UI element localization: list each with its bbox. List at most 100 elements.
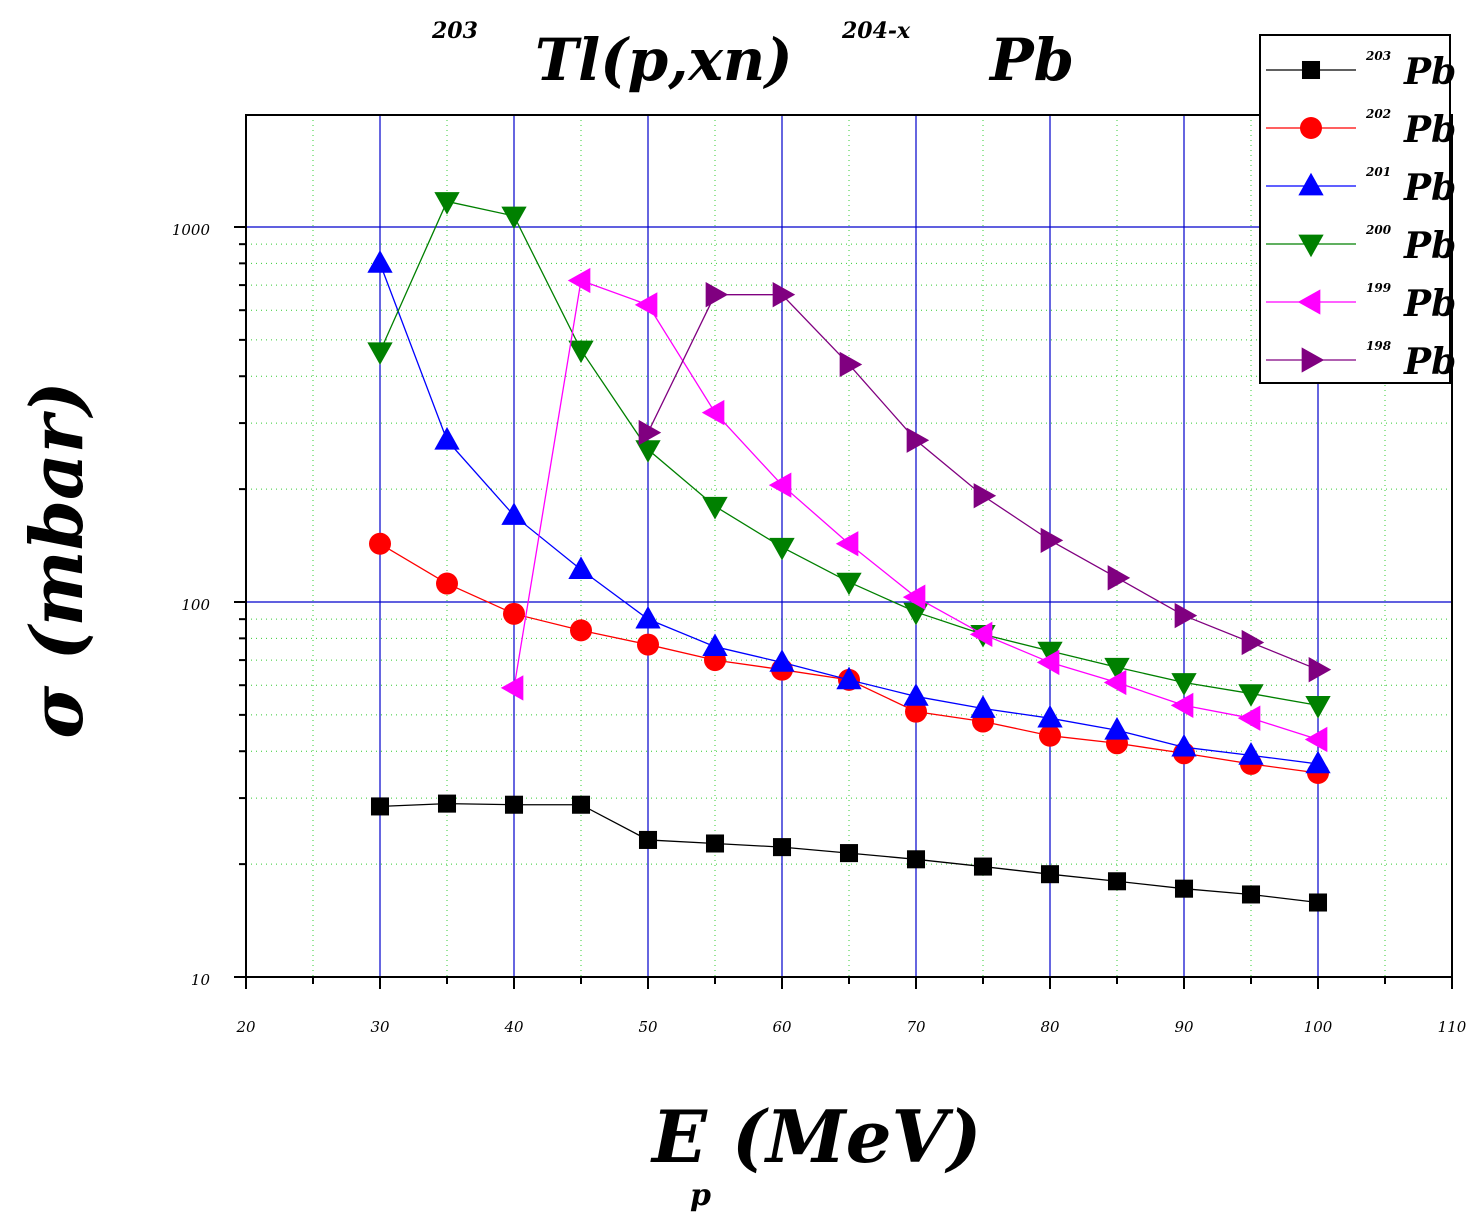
data-point bbox=[1037, 704, 1063, 728]
title-superscript-1: 203 bbox=[431, 18, 478, 44]
legend-entry-203: 203 Pb bbox=[1266, 49, 1456, 93]
title-superscript-2: 204-x bbox=[841, 18, 911, 44]
data-point bbox=[970, 695, 996, 718]
x-tick-label: 110 bbox=[1438, 1018, 1467, 1036]
title-main-2: Pb bbox=[988, 26, 1074, 94]
x-tick-label: 50 bbox=[638, 1018, 658, 1036]
x-tick-label: 40 bbox=[503, 1018, 524, 1036]
data-point bbox=[1241, 885, 1261, 904]
y-tick-label: 10 bbox=[191, 971, 211, 989]
legend-element-label: Pb bbox=[1403, 341, 1456, 383]
legend-element-label: Pb bbox=[1403, 167, 1456, 209]
data-point bbox=[702, 496, 728, 520]
data-point bbox=[567, 267, 591, 294]
data-point bbox=[769, 649, 795, 672]
data-point bbox=[1040, 527, 1064, 554]
data-point bbox=[504, 795, 524, 814]
series-203-pb bbox=[370, 794, 1328, 912]
legend-element-label: Pb bbox=[1403, 109, 1456, 151]
legend-entry-202: 202 Pb bbox=[1266, 107, 1456, 151]
data-point bbox=[1104, 657, 1130, 681]
data-point bbox=[568, 556, 594, 579]
data-point bbox=[705, 834, 725, 853]
x-axis-title: E (MeV) p bbox=[650, 1094, 981, 1213]
data-point bbox=[367, 342, 393, 365]
data-point bbox=[1107, 872, 1127, 891]
legend-mass-label: 202 bbox=[1365, 107, 1391, 121]
y-tick-label: 100 bbox=[181, 596, 210, 614]
data-point bbox=[436, 572, 458, 595]
y-axis-title-text: σ (mbar) bbox=[14, 381, 99, 738]
data-point bbox=[973, 483, 997, 509]
data-point bbox=[836, 572, 862, 596]
legend-entry-198: 198 Pb bbox=[1266, 339, 1456, 383]
data-point bbox=[367, 250, 393, 273]
legend-mass-label: 200 bbox=[1365, 223, 1392, 237]
legend-mass-label: 198 bbox=[1366, 339, 1392, 353]
data-point bbox=[903, 602, 929, 626]
data-point bbox=[835, 531, 859, 557]
data-point bbox=[637, 633, 659, 656]
data-point bbox=[501, 502, 527, 525]
y-tick-labels: 10 100 1000 bbox=[172, 221, 211, 989]
chart-title: 203 Tl(p,xn) 204-x Pb bbox=[431, 18, 1074, 94]
series-199-pb bbox=[500, 267, 1328, 753]
x-tick-labels: 20 30 40 50 60 70 80 90 100 110 bbox=[235, 1018, 1466, 1036]
legend-marker bbox=[1301, 347, 1325, 373]
data-point bbox=[1305, 696, 1331, 719]
data-point bbox=[370, 797, 390, 816]
data-point bbox=[1103, 669, 1127, 696]
y-tick-label: 1000 bbox=[172, 221, 211, 239]
legend-marker bbox=[1298, 234, 1324, 258]
data-point bbox=[906, 427, 930, 453]
data-point bbox=[635, 440, 661, 463]
data-point bbox=[1037, 641, 1063, 665]
data-point bbox=[1170, 692, 1194, 719]
data-point bbox=[638, 830, 658, 849]
x-axis-title-subscript: p bbox=[690, 1178, 711, 1213]
legend-element-label: Pb bbox=[1403, 225, 1456, 267]
data-point bbox=[905, 700, 927, 723]
data-point bbox=[772, 838, 792, 857]
x-tick-label: 100 bbox=[1304, 1018, 1333, 1036]
data-point bbox=[1237, 705, 1261, 731]
data-point bbox=[434, 192, 460, 215]
legend-entry-199: 199 Pb bbox=[1266, 281, 1456, 325]
data-point bbox=[705, 282, 729, 308]
legend-mass-label: 199 bbox=[1366, 281, 1392, 295]
series-201-pb bbox=[367, 250, 1331, 774]
data-point bbox=[1107, 565, 1131, 591]
data-point bbox=[839, 844, 859, 863]
data-point bbox=[1241, 629, 1265, 656]
data-point bbox=[701, 399, 725, 426]
series-198-pb bbox=[638, 282, 1332, 683]
data-point bbox=[369, 532, 391, 555]
data-point bbox=[1036, 649, 1060, 676]
data-point bbox=[969, 621, 993, 647]
title-main-1: Tl(p,xn) bbox=[535, 26, 793, 94]
data-point bbox=[1308, 893, 1328, 912]
data-point bbox=[500, 675, 524, 701]
data-point bbox=[634, 292, 658, 318]
data-point bbox=[973, 857, 993, 876]
data-point bbox=[769, 537, 795, 561]
data-point bbox=[1104, 717, 1130, 740]
x-tick-label: 20 bbox=[235, 1018, 256, 1036]
data-point bbox=[1305, 750, 1331, 774]
x-tick-label: 30 bbox=[370, 1018, 390, 1036]
data-point bbox=[635, 605, 661, 629]
legend: 203 Pb 202 Pb 201 Pb 200 Pb 199 Pb 198 Pb bbox=[1259, 34, 1456, 384]
data-point bbox=[906, 850, 926, 869]
data-point bbox=[1039, 724, 1061, 747]
legend-marker bbox=[1297, 289, 1321, 315]
data-series bbox=[367, 192, 1332, 912]
data-point bbox=[903, 683, 929, 706]
legend-box bbox=[1259, 34, 1451, 384]
data-point bbox=[1171, 673, 1197, 696]
data-point bbox=[1304, 726, 1328, 753]
data-point bbox=[503, 602, 525, 625]
data-point bbox=[437, 794, 457, 813]
legend-element-label: Pb bbox=[1403, 283, 1456, 325]
data-point bbox=[570, 619, 592, 642]
data-point bbox=[1171, 734, 1197, 757]
